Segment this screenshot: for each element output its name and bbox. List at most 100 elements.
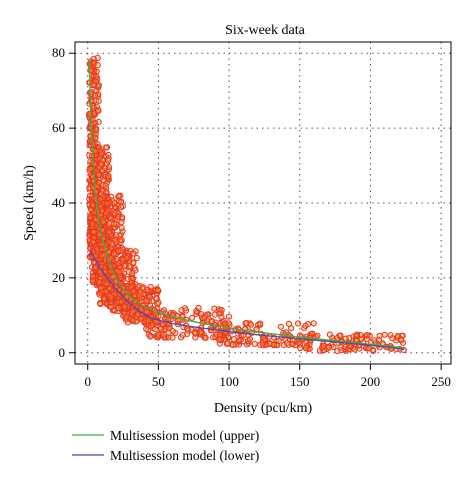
data-point [88, 152, 96, 159]
data-point [135, 292, 142, 299]
data-point [143, 325, 150, 332]
data-point [106, 229, 113, 236]
data-point [147, 333, 154, 340]
data-point [139, 285, 146, 292]
data-point [288, 325, 295, 332]
data-point [133, 254, 140, 262]
data-point [197, 329, 204, 336]
data-point [94, 62, 101, 69]
data-point [165, 329, 172, 336]
data-point [253, 326, 260, 333]
y-tick-label: 40 [52, 195, 65, 210]
data-point [389, 335, 396, 342]
data-point [100, 177, 107, 184]
data-point [123, 313, 130, 320]
data-point [337, 344, 344, 351]
data-point [211, 305, 218, 312]
x-tick-label: 200 [361, 374, 381, 389]
x-tick-label: 250 [431, 374, 451, 389]
data-point [91, 161, 98, 168]
data-point [120, 256, 127, 263]
data-point [121, 262, 128, 269]
data-point [115, 260, 122, 267]
data-point [145, 316, 152, 324]
data-point [144, 286, 151, 294]
data-point [149, 322, 156, 329]
data-point [92, 216, 100, 223]
data-point [381, 331, 388, 338]
legend: Multisession model (upper) Multisession … [72, 428, 259, 463]
data-point [215, 336, 222, 343]
data-point [157, 325, 165, 332]
x-axis-label: Density (pcu/km) [214, 401, 313, 416]
data-point [91, 209, 98, 216]
model-lines [88, 60, 405, 351]
y-tick-label: 60 [52, 120, 65, 135]
data-point [169, 334, 176, 341]
upper-model-line [88, 60, 405, 349]
data-point [302, 322, 309, 329]
data-point [99, 157, 106, 164]
data-point [95, 91, 102, 98]
y-tick-label: 0 [59, 345, 66, 360]
data-point [95, 171, 102, 178]
data-point [117, 247, 124, 254]
data-point [371, 337, 378, 344]
data-point [351, 346, 358, 353]
data-point [127, 284, 134, 291]
legend-label-upper: Multisession model (upper) [110, 428, 259, 443]
chart-title: Six-week data [225, 23, 305, 38]
data-point [229, 341, 237, 348]
x-tick-label: 0 [84, 374, 91, 389]
data-point [118, 224, 125, 231]
data-point [103, 210, 110, 217]
data-point [130, 317, 137, 324]
data-point [146, 293, 153, 300]
data-point [97, 160, 105, 167]
data-point [246, 336, 253, 343]
scatter-points [86, 54, 407, 354]
data-point [138, 298, 145, 305]
legend-label-lower: Multisession model (lower) [110, 448, 259, 463]
data-point [247, 321, 254, 328]
data-point [188, 326, 195, 334]
data-point [132, 267, 139, 274]
data-point [106, 285, 113, 292]
data-point [257, 320, 264, 327]
data-point [302, 344, 309, 352]
data-point [97, 203, 104, 210]
data-point [105, 157, 112, 164]
x-tick-label: 150 [290, 374, 310, 389]
data-point [91, 82, 98, 89]
data-point [387, 332, 394, 339]
data-point [123, 254, 130, 261]
data-point [91, 60, 98, 67]
data-point [295, 320, 302, 327]
data-point [314, 332, 321, 339]
data-point [107, 215, 115, 222]
data-point [366, 345, 373, 352]
data-point [115, 192, 122, 199]
data-point [155, 331, 162, 339]
data-point [310, 320, 317, 327]
data-point [189, 314, 196, 321]
data-point [113, 232, 120, 239]
y-axis: 0 20 40 60 80 [52, 45, 75, 360]
data-point [87, 124, 94, 131]
data-point [284, 340, 291, 347]
y-tick-label: 80 [52, 45, 65, 60]
data-point [111, 210, 118, 217]
data-point [195, 304, 202, 312]
data-point [111, 221, 118, 228]
data-point [208, 317, 215, 325]
data-point [115, 304, 122, 312]
data-point [95, 107, 102, 114]
data-point [102, 144, 109, 151]
data-point [103, 188, 110, 195]
data-point [216, 310, 223, 317]
data-point [102, 182, 109, 189]
data-point [88, 98, 95, 105]
x-tick-label: 50 [152, 374, 165, 389]
data-point [320, 342, 328, 349]
